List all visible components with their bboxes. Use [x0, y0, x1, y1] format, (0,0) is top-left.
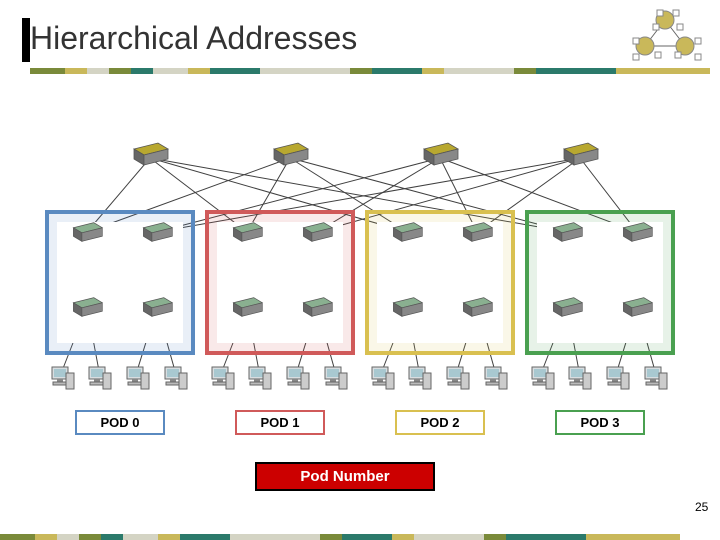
switch-icon — [300, 295, 334, 319]
bar-segment — [30, 68, 65, 74]
host-icon — [445, 365, 473, 393]
switch-icon — [620, 220, 654, 244]
bar-segment — [342, 534, 392, 540]
bar-segment — [57, 534, 79, 540]
bar-segment — [123, 534, 158, 540]
host-icon — [50, 365, 78, 393]
bar-segment — [616, 68, 710, 74]
host-icon — [210, 365, 238, 393]
bar-segment — [131, 68, 153, 74]
bar-segment — [188, 68, 210, 74]
host-icon — [567, 365, 595, 393]
bar-segment — [444, 68, 514, 74]
bar-segment — [350, 68, 372, 74]
host-icon — [87, 365, 115, 393]
bar-segment — [506, 534, 586, 540]
switch-icon — [390, 220, 424, 244]
switch-icon — [130, 140, 170, 168]
host-icon — [643, 365, 671, 393]
color-bar-bottom — [0, 534, 720, 540]
bar-segment — [372, 68, 422, 74]
pod-label: POD 0 — [75, 410, 165, 435]
bar-segment — [109, 68, 131, 74]
host-icon — [163, 365, 191, 393]
switch-icon — [270, 140, 310, 168]
network-icon — [625, 8, 705, 68]
switch-icon — [230, 295, 264, 319]
bar-segment — [514, 68, 536, 74]
host-icon — [370, 365, 398, 393]
bar-segment — [414, 534, 484, 540]
pod-number-badge: Pod Number — [255, 462, 435, 491]
host-icon — [483, 365, 511, 393]
switch-icon — [140, 220, 174, 244]
switch-icon — [390, 295, 424, 319]
host-icon — [407, 365, 435, 393]
host-icon — [285, 365, 313, 393]
bar-segment — [79, 534, 101, 540]
switch-icon — [140, 295, 174, 319]
bar-segment — [101, 534, 123, 540]
page-number: 25 — [695, 500, 708, 514]
bar-segment — [260, 68, 350, 74]
host-icon — [247, 365, 275, 393]
page-title: Hierarchical Addresses — [30, 20, 357, 57]
bar-segment — [87, 68, 109, 74]
host-icon — [530, 365, 558, 393]
bar-segment — [320, 534, 342, 540]
switch-icon — [620, 295, 654, 319]
switch-icon — [460, 220, 494, 244]
switch-icon — [230, 220, 264, 244]
bar-segment — [422, 68, 444, 74]
bar-segment — [0, 534, 35, 540]
bar-segment — [230, 534, 320, 540]
host-icon — [125, 365, 153, 393]
switch-icon — [420, 140, 460, 168]
switch-icon — [70, 220, 104, 244]
bar-segment — [65, 68, 87, 74]
pod-label: POD 2 — [395, 410, 485, 435]
bar-segment — [180, 534, 230, 540]
switch-icon — [550, 220, 584, 244]
switch-icon — [560, 140, 600, 168]
switch-icon — [550, 295, 584, 319]
host-icon — [605, 365, 633, 393]
bar-segment — [158, 534, 180, 540]
switch-icon — [300, 220, 334, 244]
title-underline — [22, 18, 30, 62]
pod-label: POD 1 — [235, 410, 325, 435]
pod-label: POD 3 — [555, 410, 645, 435]
bar-segment — [536, 68, 616, 74]
bar-segment — [586, 534, 680, 540]
bar-segment — [210, 68, 260, 74]
bar-segment — [392, 534, 414, 540]
bar-segment — [35, 534, 57, 540]
bar-segment — [153, 68, 188, 74]
host-icon — [323, 365, 351, 393]
switch-icon — [70, 295, 104, 319]
bar-segment — [484, 534, 506, 540]
switch-icon — [460, 295, 494, 319]
fat-tree-diagram: POD 0 — [40, 140, 680, 460]
color-bar-top — [30, 68, 710, 74]
